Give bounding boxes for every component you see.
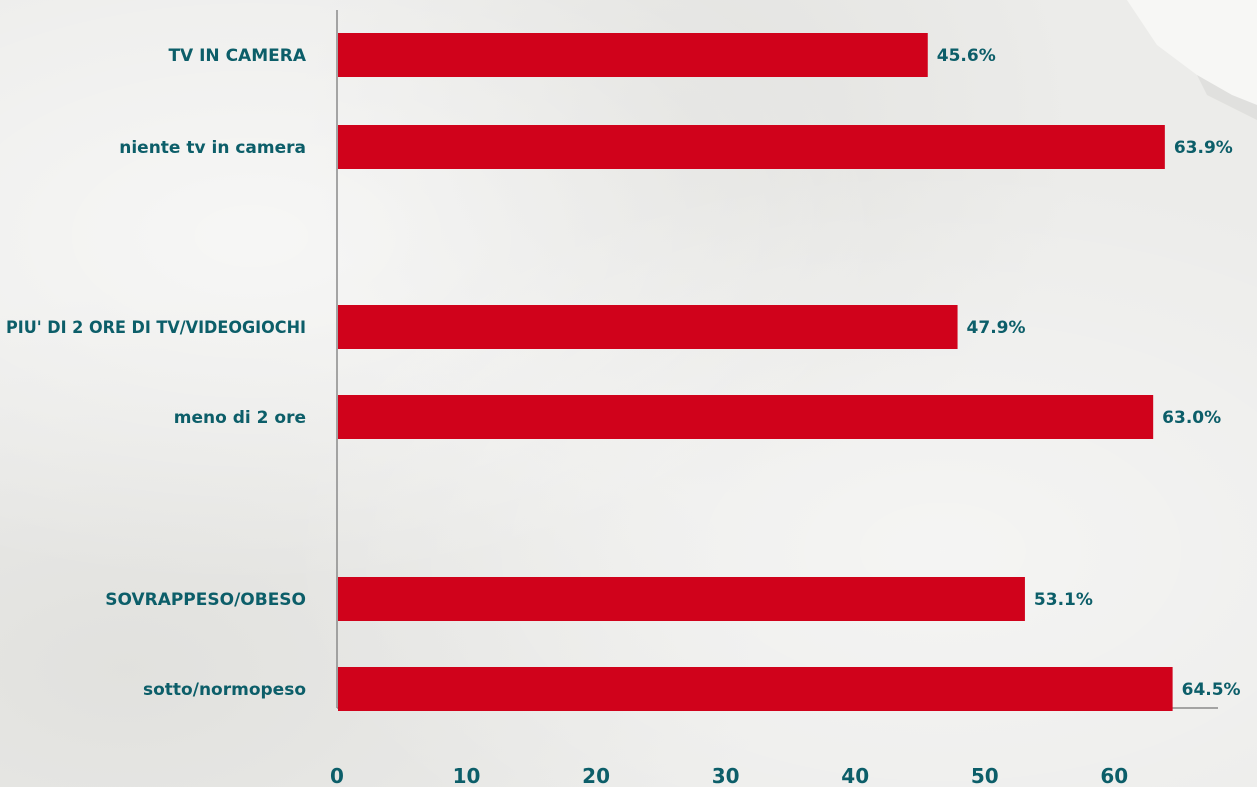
x-tick-label: 50 bbox=[971, 764, 999, 787]
category-label: TV IN CAMERA bbox=[168, 46, 306, 66]
bar bbox=[338, 305, 958, 349]
category-label: PIU' DI 2 ORE DI TV/VIDEOGIOCHI bbox=[6, 318, 306, 338]
paper-corner-decoration bbox=[1127, 0, 1257, 120]
x-tick-label: 20 bbox=[582, 764, 610, 787]
value-label: 53.1% bbox=[1034, 590, 1093, 610]
bar bbox=[338, 395, 1154, 439]
value-label: 47.9% bbox=[967, 318, 1026, 338]
bar bbox=[338, 125, 1165, 169]
bar bbox=[338, 577, 1025, 621]
category-label: sotto/normopeso bbox=[143, 680, 306, 700]
bar bbox=[338, 667, 1173, 711]
x-tick-label: 30 bbox=[712, 764, 740, 787]
value-label: 64.5% bbox=[1182, 680, 1241, 700]
x-tick-label: 60 bbox=[1100, 764, 1128, 787]
category-label: niente tv in camera bbox=[119, 138, 306, 158]
x-tick-label: 0 bbox=[330, 764, 344, 787]
bar bbox=[338, 33, 928, 77]
value-label: 63.0% bbox=[1162, 408, 1221, 428]
value-label: 45.6% bbox=[937, 46, 996, 66]
value-label: 63.9% bbox=[1174, 138, 1233, 158]
x-tick-label: 10 bbox=[453, 764, 481, 787]
x-tick-label: 40 bbox=[841, 764, 869, 787]
category-label: meno di 2 ore bbox=[174, 408, 306, 428]
category-label: SOVRAPPESO/OBESO bbox=[105, 590, 306, 610]
